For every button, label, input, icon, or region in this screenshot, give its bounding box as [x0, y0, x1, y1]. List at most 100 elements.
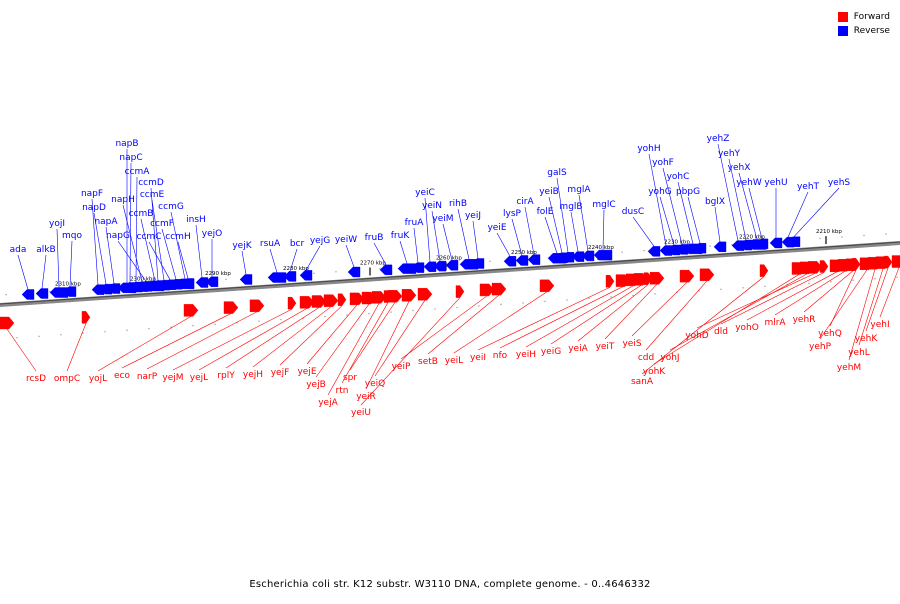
forward-gene-label: cdd: [638, 353, 654, 363]
reverse-gene-label: napG: [106, 231, 130, 241]
forward-gene-label: rcsD: [26, 374, 46, 384]
reverse-gene-connector: [41, 254, 47, 289]
reverse-gene-connector: [122, 204, 143, 282]
legend-item-reverse: Reverse: [837, 24, 890, 38]
forward-gene-connector: [669, 273, 808, 351]
reverse-gene-label: yeiN: [422, 201, 442, 211]
reverse-gene-connector: [170, 211, 186, 279]
forward-gene-label: yeiH: [516, 350, 536, 360]
forward-gene-connector: [360, 297, 461, 406]
chromosome-axis-edge: [0, 241, 900, 305]
forward-gene-label: yejM: [162, 373, 183, 383]
reverse-gene-label: galS: [547, 168, 567, 178]
forward-gene-arrow: [387, 290, 403, 303]
forward-gene-label: yeiU: [351, 408, 371, 418]
guide-dot: [852, 279, 854, 281]
reverse-gene-label: yehY: [718, 149, 741, 159]
reverse-gene-connector: [305, 245, 321, 271]
reverse-gene-arrow: [693, 242, 707, 254]
forward-gene-connector: [6, 328, 37, 372]
reverse-gene-connector: [135, 176, 138, 283]
guide-dot: [214, 323, 216, 325]
reverse-gene-label: yohG: [648, 187, 672, 197]
legend-item-forward: Forward: [837, 10, 890, 24]
guide-dot: [192, 325, 194, 327]
forward-gene-label: yeiG: [541, 347, 561, 357]
guide-dot: [654, 293, 656, 295]
guide-dot: [412, 309, 414, 312]
reverse-gene-label: yeiB: [539, 187, 559, 197]
forward-gene-arrow: [851, 258, 861, 271]
forward-gene-label: yeiA: [568, 344, 588, 354]
forward-gene-connector: [453, 291, 548, 354]
forward-gene-connector: [315, 303, 370, 378]
reverse-gene-connector: [659, 196, 675, 246]
forward-gene-label: yohJ: [660, 353, 679, 363]
guide-dot: [258, 320, 260, 322]
forward-gene-label: yehR: [793, 315, 816, 325]
reverse-gene-label: yehS: [828, 178, 851, 188]
forward-gene-connector: [631, 281, 688, 337]
forward-gene-label: rtn: [336, 386, 349, 396]
forward-gene-connector: [66, 323, 87, 372]
forward-gene-connector: [550, 285, 642, 345]
reverse-gene-label: rihB: [449, 199, 467, 209]
guide-dot: [489, 260, 491, 262]
legend-reverse-label: Reverse: [853, 26, 890, 36]
guide-dot: [82, 332, 84, 334]
forward-gene-arrow: [417, 288, 433, 301]
forward-gene-connector: [803, 270, 854, 313]
reverse-gene-arrow: [347, 266, 361, 278]
reverse-gene-label: ccmF: [150, 219, 174, 229]
reverse-gene-label: fruK: [391, 231, 411, 241]
reverse-gene-label: fruB: [365, 233, 384, 243]
reverse-gene-arrow: [471, 258, 485, 269]
reverse-gene-label: yohC: [667, 172, 690, 182]
forward-gene-connector: [349, 302, 396, 371]
forward-gene-connector: [696, 273, 816, 329]
reverse-gene-label: yehZ: [707, 134, 730, 144]
forward-gene-label: yehK: [855, 334, 879, 344]
forward-gene-connector: [306, 304, 358, 365]
forward-gene-label: yehP: [809, 342, 832, 352]
forward-gene-arrow: [539, 279, 555, 292]
guide-dot: [500, 303, 502, 306]
genome-caption: Escherichia coli str. K12 substr. W3110 …: [249, 579, 651, 590]
forward-gene-label: ompC: [54, 374, 80, 384]
scale-tick-label: 2290 kbp: [205, 271, 231, 277]
forward-gene-arrow: [0, 316, 15, 330]
forward-gene-arrow: [311, 295, 327, 308]
reverse-gene-arrow: [561, 252, 575, 263]
guide-dot: [324, 315, 326, 318]
guide-dot: [434, 308, 436, 310]
guide-dot: [104, 331, 106, 333]
guide-dot: [60, 334, 62, 336]
forward-gene-arrow: [299, 296, 315, 309]
scale-tick-label: 2250 kbp: [511, 250, 537, 256]
reverse-gene-label: ccmD: [138, 178, 164, 188]
forward-gene-label: yeiQ: [365, 379, 385, 389]
guide-dot: [225, 278, 227, 281]
forward-gene-arrow: [349, 292, 365, 306]
reverse-gene-connector: [431, 210, 441, 262]
guide-dot: [896, 276, 898, 278]
reverse-gene-label: mqo: [62, 231, 82, 241]
guide-dot: [830, 281, 832, 283]
reverse-gene-connector: [442, 223, 453, 261]
forward-gene-connector: [252, 306, 332, 368]
reverse-gene-label: alkB: [36, 245, 55, 255]
reverse-gene-connector: [161, 228, 177, 280]
chromosome-axis: [0, 241, 900, 307]
reverse-gene-connector: [687, 196, 701, 244]
guide-dot: [621, 251, 623, 253]
guide-dot: [390, 311, 392, 313]
reverse-gene-connector: [677, 181, 694, 244]
reverse-gene-arrow: [581, 250, 595, 262]
guide-dot: [720, 288, 722, 291]
forward-gene-label: yeiP: [392, 362, 411, 372]
reverse-gene-arrow: [647, 246, 661, 257]
forward-gene-arrow: [605, 275, 615, 288]
reverse-gene-label: yehT: [797, 182, 820, 192]
forward-gene-connector: [146, 311, 258, 370]
